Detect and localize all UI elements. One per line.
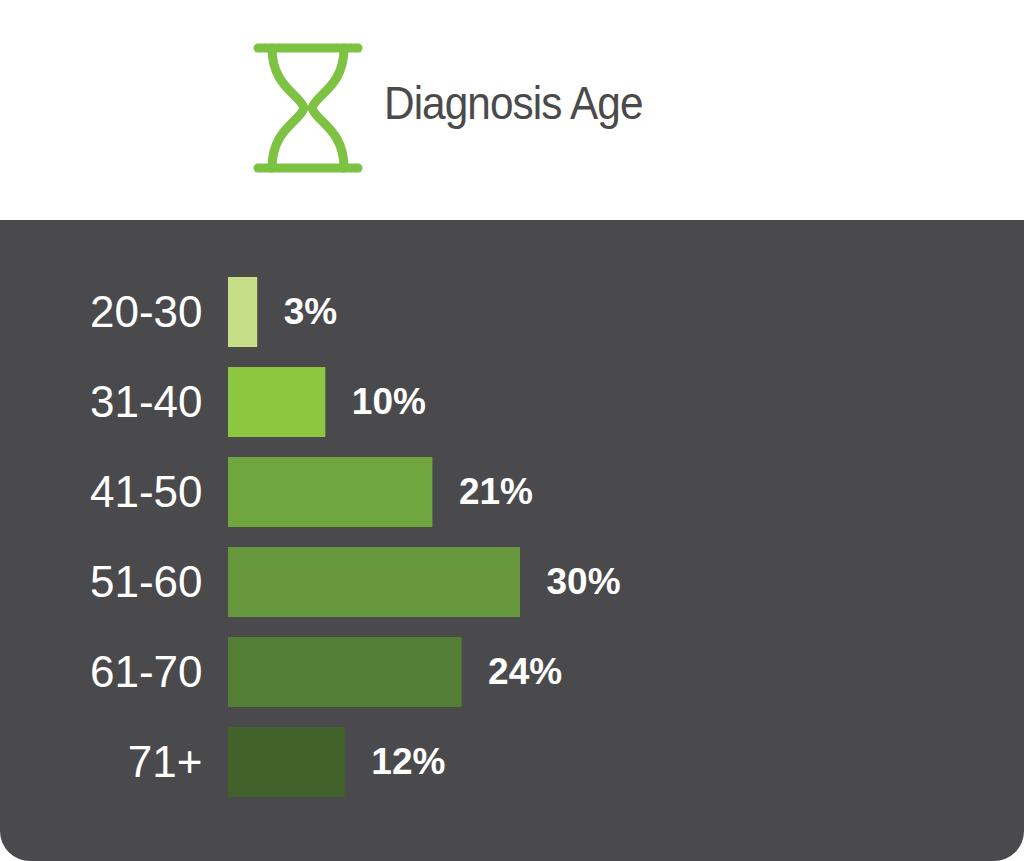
svg-text:24%: 24% xyxy=(488,651,562,692)
svg-text:51-60: 51-60 xyxy=(90,557,203,606)
svg-text:10%: 10% xyxy=(352,381,426,422)
svg-text:3%: 3% xyxy=(284,291,337,332)
svg-text:21%: 21% xyxy=(459,471,533,512)
svg-text:41-50: 41-50 xyxy=(90,467,203,516)
svg-text:12%: 12% xyxy=(371,741,445,782)
svg-text:71+: 71+ xyxy=(128,737,203,786)
html-text:Diagnosis Age: Diagnosis Age xyxy=(384,77,643,129)
svg-text:20-30: 20-30 xyxy=(90,287,203,336)
svg-text:31-40: 31-40 xyxy=(90,377,203,426)
svg-text:61-70: 61-70 xyxy=(90,647,203,696)
svg-text:30%: 30% xyxy=(547,561,621,602)
